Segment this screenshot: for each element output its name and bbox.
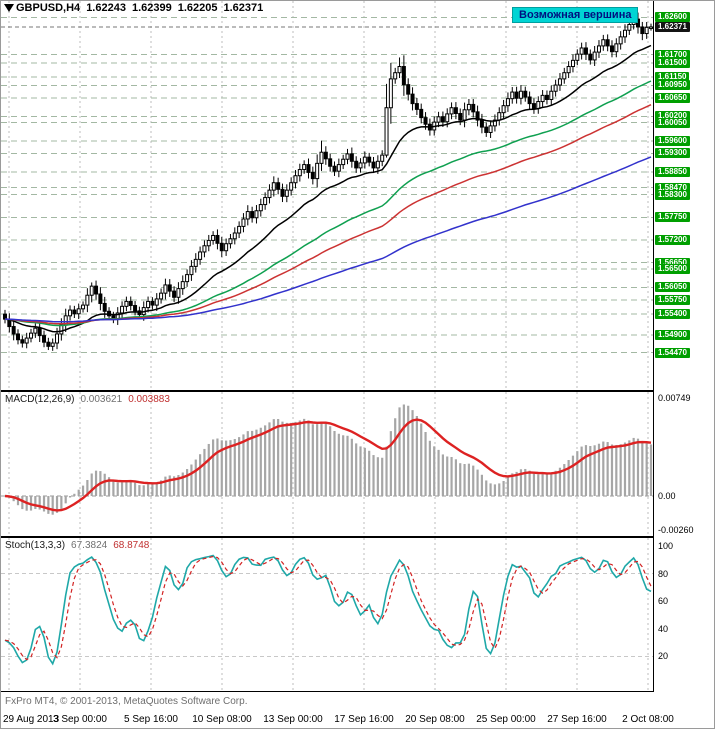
annotation-possible-top[interactable]: Возможная вершина bbox=[512, 7, 639, 23]
time-axis-label: 3 Sep 00:00 bbox=[53, 714, 107, 725]
ohlc-close: 1.62371 bbox=[223, 2, 264, 14]
stoch-main-line bbox=[4, 554, 652, 666]
price-level-label: 1.61500 bbox=[655, 57, 690, 68]
symbol-period-label: GBPUSD,H4 bbox=[16, 2, 81, 14]
ohlc-high: 1.62399 bbox=[131, 2, 172, 14]
macd-main-value: 0.003621 bbox=[80, 394, 123, 405]
price-level-label: 1.60650 bbox=[655, 92, 690, 103]
time-axis-label: 20 Sep 08:00 bbox=[405, 714, 465, 725]
price-level-label: 1.57750 bbox=[655, 212, 690, 223]
stochastic-panel[interactable]: Stoch(13,3,3) 67.3824 68.8748 bbox=[1, 538, 653, 692]
time-axis-label: 5 Sep 16:00 bbox=[124, 714, 178, 725]
price-level-label: 1.61700 bbox=[655, 49, 690, 60]
chart-shift-marker-icon bbox=[4, 4, 14, 12]
price-level-label: 1.59300 bbox=[655, 148, 690, 159]
price-level-label: 1.58850 bbox=[655, 167, 690, 177]
price-level-label: 1.54470 bbox=[655, 347, 690, 358]
platform-copyright: FxPro MT4, © 2001-2013, MetaQuotes Softw… bbox=[5, 696, 248, 707]
ohlc-open: 1.62243 bbox=[86, 2, 126, 14]
price-level-label: 1.58470 bbox=[655, 182, 690, 193]
time-axis-label: 27 Sep 16:00 bbox=[547, 714, 607, 725]
price-level-label: 1.55750 bbox=[655, 294, 690, 305]
macd-histogram bbox=[8, 404, 653, 515]
moving-average-line-p55 bbox=[4, 80, 652, 327]
time-axis-label: 13 Sep 00:00 bbox=[263, 714, 323, 725]
chart-ohlc-header: GBPUSD,H4 1.62243 1.62399 1.62205 1.62371 bbox=[16, 2, 269, 14]
stoch-main-value: 67.3824 bbox=[71, 540, 108, 551]
price-scale[interactable]: 1.62600 1.61700 1.61500 1.61150 1.60950 1.606… bbox=[653, 1, 714, 693]
horizontal-level-lines bbox=[1, 16, 653, 354]
price-level-label: 1.61150 bbox=[655, 72, 690, 83]
price-level-label: 1.59600 bbox=[655, 136, 690, 147]
time-axis-label: 29 Aug 2013 bbox=[3, 714, 60, 725]
time-axis-label: 25 Sep 00:00 bbox=[476, 714, 536, 725]
stoch-signal-line bbox=[4, 555, 652, 661]
stoch-scale-label: 40 bbox=[658, 623, 669, 634]
time-axis-label: 2 Oct 08:00 bbox=[622, 714, 674, 725]
price-level-label: 1.60200 bbox=[655, 111, 690, 122]
moving-average-line-p150 bbox=[4, 156, 652, 323]
stoch-scale-label: 100 bbox=[658, 541, 674, 551]
macd-signal-value: 0.003883 bbox=[128, 394, 170, 405]
price-level-label: 1.60950 bbox=[655, 80, 690, 91]
stoch-signal-value: 68.8748 bbox=[113, 540, 150, 551]
moving-average-line-p21 bbox=[4, 44, 652, 333]
macd-svg[interactable] bbox=[1, 392, 653, 536]
ohlc-low: 1.62205 bbox=[177, 2, 218, 14]
price-level-label: 1.57200 bbox=[655, 235, 690, 245]
price-level-label: 1.56050 bbox=[655, 282, 690, 293]
stoch-scale-label: 20 bbox=[658, 651, 669, 662]
price-level-label: 1.58300 bbox=[655, 189, 690, 200]
price-level-label: 1.56500 bbox=[655, 263, 690, 274]
stoch-name-label: Stoch(13,3,3) bbox=[5, 540, 66, 551]
price-level-label: 1.55400 bbox=[655, 309, 690, 320]
macd-header: MACD(12,26,9) 0.003621 0.003883 bbox=[5, 394, 170, 405]
stoch-scale-label: 80 bbox=[658, 568, 669, 579]
time-axis[interactable]: FxPro MT4, © 2001-2013, MetaQuotes Softw… bbox=[1, 692, 714, 728]
macd-scale-label: 0.00749 bbox=[658, 393, 691, 403]
price-level-label: 1.56650 bbox=[655, 257, 690, 268]
price-level-label: 1.62600 bbox=[655, 12, 690, 23]
macd-name-label: MACD(12,26,9) bbox=[5, 394, 75, 405]
macd-signal-line bbox=[4, 418, 652, 512]
price-level-label: 1.54900 bbox=[655, 329, 690, 340]
time-axis-label: 17 Sep 16:00 bbox=[334, 714, 394, 725]
stochastic-svg[interactable] bbox=[1, 538, 653, 691]
stoch-header: Stoch(13,3,3) 67.3824 68.8748 bbox=[5, 540, 149, 551]
macd-scale-label: -0.00260 bbox=[658, 525, 694, 535]
price-chart-svg[interactable] bbox=[1, 1, 653, 390]
moving-average-line-p80 bbox=[4, 104, 652, 325]
macd-panel[interactable]: MACD(12,26,9) 0.003621 0.003883 bbox=[1, 392, 653, 538]
current-price-label: 1.62371 bbox=[655, 21, 690, 32]
stoch-scale-label: 60 bbox=[658, 596, 669, 607]
macd-scale-label: 0.00 bbox=[658, 490, 676, 501]
time-axis-label: 10 Sep 08:00 bbox=[192, 714, 252, 725]
price-level-label: 1.60050 bbox=[655, 117, 690, 128]
main-chart-panel[interactable]: GBPUSD,H4 1.62243 1.62399 1.62205 1.62371 Во… bbox=[1, 1, 653, 392]
